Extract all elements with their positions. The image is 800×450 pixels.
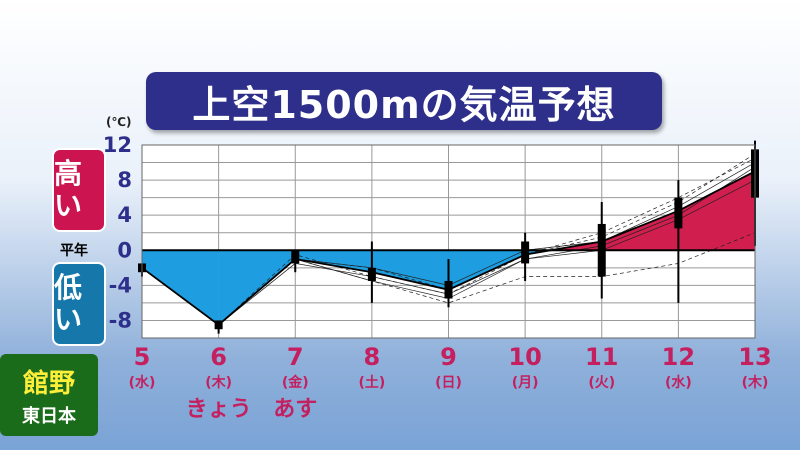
x-weekday-label: (月) (512, 375, 539, 391)
below-normal-area (371, 250, 449, 290)
spread-box (597, 223, 606, 277)
x-day-label: 13 (738, 343, 771, 371)
x-day-label: 5 (134, 343, 151, 371)
station-region: 東日本 (22, 405, 76, 427)
x-day-label: 8 (364, 343, 381, 371)
spread-box (367, 267, 376, 281)
station-badge: 館野 東日本 (0, 354, 98, 436)
station-name: 館野 (22, 368, 75, 399)
x-weekday-label: (日) (435, 375, 462, 391)
spread-box (674, 197, 683, 229)
x-weekday-label: (火) (588, 375, 615, 391)
plot-border (141, 144, 756, 339)
spread-box (444, 280, 453, 299)
chart-title: 上空1500mの気温予想 (192, 82, 616, 127)
above-average-label: 高い (52, 148, 106, 232)
y-tick-label: -8 (109, 308, 132, 332)
spread-box (521, 241, 530, 264)
spread-box (291, 250, 300, 264)
y-tick-label: -4 (109, 273, 132, 297)
above-average-text: 高い (54, 156, 83, 222)
below-normal-area (218, 250, 296, 325)
y-tick-label: 0 (117, 238, 132, 262)
x-day-label: 12 (662, 343, 695, 371)
unit-label: (℃) (106, 115, 132, 129)
x-weekday-label: (土) (358, 374, 385, 391)
x-note-label: きょう (186, 397, 252, 422)
y-tick-label: 12 (103, 133, 132, 157)
x-day-label: 6 (210, 343, 227, 371)
x-weekday-label: (水) (129, 374, 156, 391)
x-weekday-label: (水) (665, 374, 692, 391)
x-weekday-label: (木) (742, 374, 769, 391)
average-label: 平年 (60, 243, 88, 259)
title-banner: 上空1500mの気温予想 (146, 72, 662, 130)
y-tick-label: 8 (117, 168, 132, 192)
below-average-text: 低い (54, 270, 83, 336)
x-note-label: あす (273, 397, 317, 422)
x-day-label: 9 (440, 343, 457, 371)
x-weekday-label: (金) (282, 374, 309, 391)
below-normal-area (295, 250, 372, 273)
below-average-label: 低い (52, 262, 106, 346)
below-normal-area (448, 250, 526, 290)
x-day-label: 11 (585, 343, 618, 371)
spread-box (214, 320, 223, 330)
below-normal-area (142, 250, 219, 325)
above-normal-area (678, 171, 755, 251)
x-day-label: 7 (287, 343, 304, 371)
x-weekday-label: (木) (205, 374, 232, 391)
y-tick-label: 4 (117, 203, 132, 227)
x-day-label: 10 (508, 343, 541, 371)
